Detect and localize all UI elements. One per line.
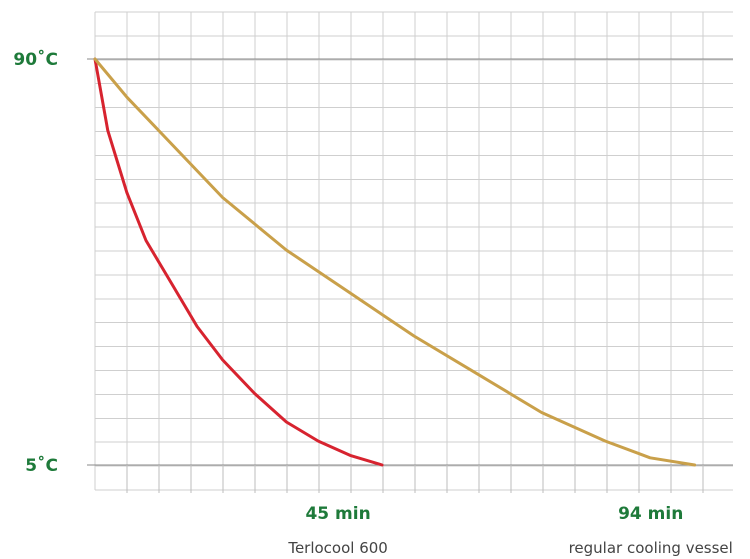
chart-labels: 90˚C 5˚C 45 min 94 min Terlocool 600 regular … — [13, 48, 732, 557]
x-tick-label: 94 min — [618, 504, 683, 524]
series-line-regular — [93, 57, 697, 467]
x-tick-label: 45 min — [305, 504, 370, 524]
chart-grid — [94, 11, 733, 491]
y-tick-label: 5˚C — [25, 454, 58, 476]
y-tick-label: 90˚C — [13, 48, 58, 70]
series-caption-terlocool: Terlocool 600 — [287, 539, 388, 557]
chart-axes — [87, 58, 733, 493]
series-line-terlocool — [93, 57, 384, 467]
chart-series — [93, 57, 697, 467]
series-caption-regular: regular cooling vessel — [569, 539, 733, 557]
